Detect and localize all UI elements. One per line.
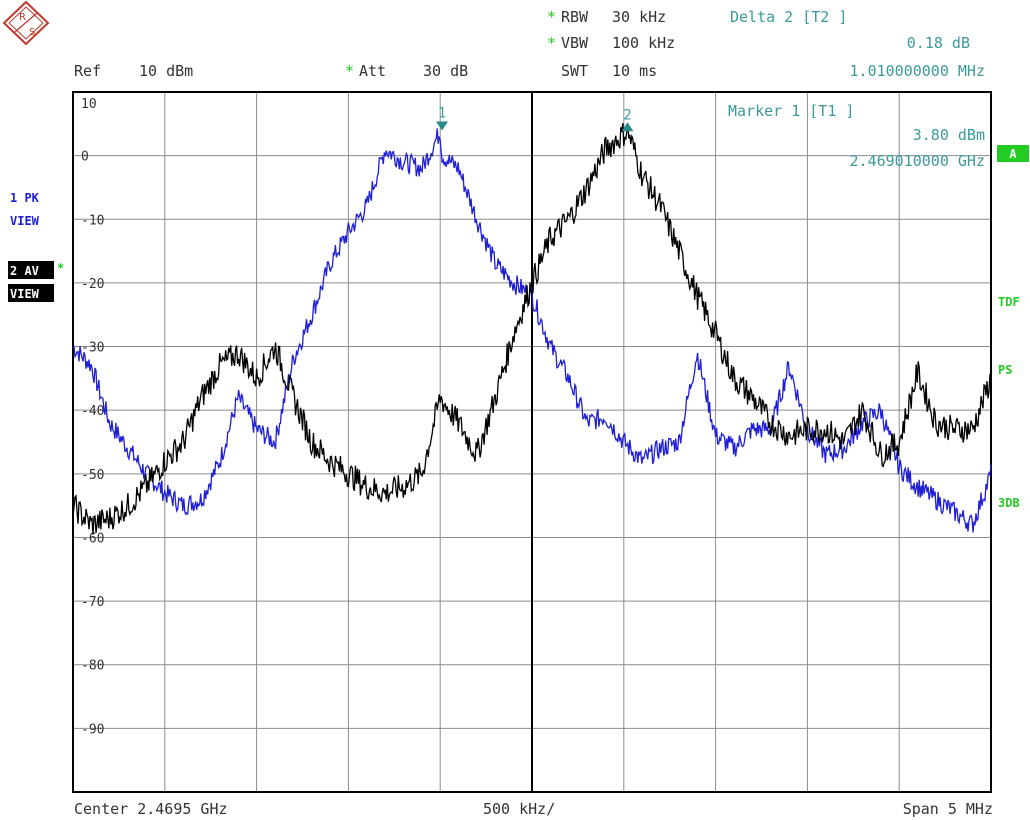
y-tick-label: 0 bbox=[81, 150, 89, 165]
ref-value: 10 dBm bbox=[139, 62, 193, 80]
marker1-title: Marker 1 [T1 ] bbox=[728, 102, 854, 120]
vbw-star: * bbox=[547, 34, 556, 52]
y-tick-label: -40 bbox=[81, 404, 104, 419]
y-tick-label: -10 bbox=[81, 213, 104, 228]
delta-level: 0.18 dB bbox=[907, 34, 970, 52]
svg-text:R: R bbox=[19, 12, 26, 23]
att-value: 30 dB bbox=[423, 62, 468, 80]
marker1-freq: 2.469010000 GHz bbox=[850, 152, 985, 170]
y-tick-label: -80 bbox=[81, 659, 104, 674]
span-label: Span 5 MHz bbox=[903, 800, 993, 818]
center-frequency: Center 2.4695 GHz bbox=[74, 800, 228, 818]
marker-1-triangle bbox=[436, 121, 449, 131]
rbw-star: * bbox=[547, 8, 556, 26]
trace1-label: 1 PK bbox=[10, 191, 40, 205]
trace2-view-label: VIEW bbox=[10, 287, 40, 301]
y-tick-label: -20 bbox=[81, 277, 104, 292]
trace2-label-box bbox=[8, 261, 54, 279]
vbw-value: 100 kHz bbox=[612, 34, 675, 52]
y-tick-label: -70 bbox=[81, 595, 104, 610]
svg-text:S: S bbox=[29, 27, 35, 38]
trace2-view-box bbox=[8, 284, 54, 302]
a-status-box bbox=[997, 145, 1029, 162]
marker-1-label: 1 bbox=[438, 105, 446, 121]
trace2-label: 2 AV bbox=[10, 264, 39, 278]
trace1-view-label: VIEW bbox=[10, 214, 40, 228]
y-tick-label: 10 bbox=[81, 97, 97, 112]
tdf-label: TDF bbox=[998, 295, 1020, 309]
rbw-label: RBW bbox=[561, 8, 589, 26]
rbw-value: 30 kHz bbox=[612, 8, 666, 26]
a-status-label: A bbox=[1009, 147, 1017, 161]
vbw-label: VBW bbox=[561, 34, 589, 52]
y-tick-label: -60 bbox=[81, 531, 104, 546]
att-star: * bbox=[345, 62, 354, 80]
3db-label: 3DB bbox=[998, 496, 1020, 510]
y-tick-label: -50 bbox=[81, 468, 104, 483]
rs-logo: R S bbox=[2, 0, 50, 46]
delta-title: Delta 2 [T2 ] bbox=[730, 8, 847, 26]
y-tick-label: -90 bbox=[81, 722, 104, 737]
swt-value: 10 ms bbox=[612, 62, 657, 80]
marker1-level: 3.80 dBm bbox=[913, 126, 985, 144]
att-label: Att bbox=[359, 62, 386, 80]
y-tick-label: -30 bbox=[81, 341, 104, 356]
y-tick-labels: 10 0 -10 -20 -30 -40 -50 -60 -70 -80 -90 bbox=[81, 97, 104, 737]
marker-2-label: 2 bbox=[623, 107, 631, 123]
trace2-star: * bbox=[57, 261, 64, 275]
ps-label: PS bbox=[998, 363, 1012, 377]
trace-2-av bbox=[72, 123, 992, 535]
ref-label: Ref bbox=[74, 62, 101, 80]
swt-label: SWT bbox=[561, 62, 588, 80]
frequency-per-division: 500 kHz/ bbox=[483, 800, 555, 818]
marker-2-triangle bbox=[621, 122, 634, 132]
delta-freq: 1.010000000 MHz bbox=[850, 62, 985, 80]
